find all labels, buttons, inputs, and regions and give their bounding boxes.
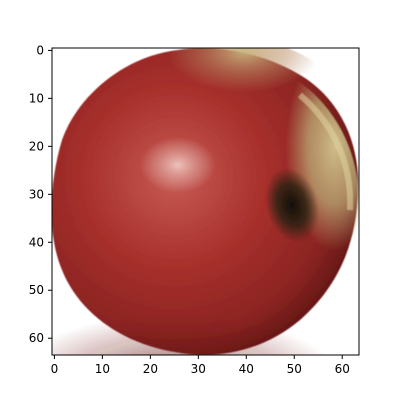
x-tick-label: 60: [335, 362, 350, 376]
x-tick-label: 40: [239, 362, 254, 376]
y-tick-label: 40: [29, 235, 44, 249]
y-tick-label: 20: [29, 139, 44, 153]
y-tick-label: 30: [29, 187, 44, 201]
y-tick-label: 10: [29, 91, 44, 105]
x-axis: 0 10 20 30 40 50 60: [51, 355, 350, 376]
x-tick-label: 50: [287, 362, 302, 376]
apple-edge-light: [298, 92, 354, 211]
y-tick-label: 0: [36, 43, 44, 57]
apple-image: [52, 48, 359, 355]
x-tick-label: 10: [95, 362, 110, 376]
y-tick-label: 50: [29, 283, 44, 297]
apple-bottom-shade: [52, 270, 340, 355]
axes-frame: [51, 47, 360, 356]
apple-stem-cavity: [265, 167, 319, 243]
x-tick-label: 30: [191, 362, 206, 376]
x-tick-label: 0: [51, 362, 59, 376]
y-tick-label: 60: [29, 331, 44, 345]
apple-highlight: [140, 137, 216, 193]
x-tick-label: 20: [143, 362, 158, 376]
y-axis: 0 10 20 30 40 50 60: [29, 43, 52, 345]
apple-top-cap: [140, 48, 330, 140]
